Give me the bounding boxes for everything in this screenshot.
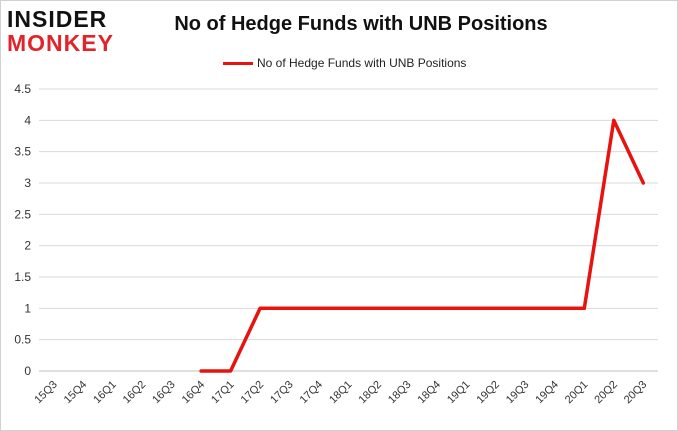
- x-tick-label: 17Q1: [209, 379, 237, 407]
- series-line-0: [199, 118, 646, 373]
- x-tick-label: 15Q4: [62, 379, 90, 407]
- y-tick-label: 3.5: [14, 145, 31, 159]
- x-tick-label: 16Q3: [150, 379, 178, 407]
- x-tick-label: 17Q3: [268, 379, 296, 407]
- logo-line-2: MONKEY: [7, 30, 114, 56]
- chart-title: No of Hedge Funds with UNB Positions: [174, 13, 548, 35]
- x-tick-label: 20Q3: [622, 379, 650, 407]
- x-tick-label: 18Q1: [327, 379, 355, 407]
- x-tick-label: 15Q3: [32, 379, 60, 407]
- insider-monkey-logo: INSIDER MONKEY: [7, 7, 129, 55]
- logo-line-1: INSIDER: [7, 6, 108, 32]
- x-tick-label: 18Q2: [357, 379, 385, 407]
- x-tick-label: 18Q4: [416, 379, 444, 407]
- y-tick-label: 0: [24, 364, 31, 378]
- y-tick-label: 2: [24, 239, 31, 253]
- y-tick-labels: 0 0.5 1 1.5 2 2.5 3 3.5 4 4.5: [14, 82, 31, 378]
- x-tick-label: 20Q1: [563, 379, 591, 407]
- x-tick-label: 17Q2: [239, 379, 267, 407]
- x-tick-label: 16Q1: [91, 379, 119, 407]
- x-tick-label: 19Q4: [533, 379, 561, 407]
- y-tick-label: 3: [24, 176, 31, 190]
- x-tick-label: 16Q2: [121, 379, 149, 407]
- x-tick-label: 19Q2: [474, 379, 502, 407]
- x-tick-label: 17Q4: [298, 379, 326, 407]
- x-tick-label: 19Q3: [504, 379, 532, 407]
- x-tick-label: 18Q3: [386, 379, 414, 407]
- x-tick-labels: 15Q3 15Q4 16Q1 16Q2 16Q3 16Q4 17Q1 17Q2 17Q3 17Q4…: [32, 379, 649, 407]
- y-tick-label: 1.5: [14, 270, 31, 284]
- series-lines: [199, 118, 646, 373]
- legend-label: No of Hedge Funds with UNB Positions: [257, 56, 467, 70]
- x-tick-label: 16Q4: [180, 379, 208, 407]
- x-tick-label: 19Q1: [445, 379, 473, 407]
- legend-swatch: [223, 61, 253, 65]
- y-tick-label: 4: [24, 113, 31, 127]
- x-tick-label: 20Q2: [592, 379, 620, 407]
- y-tick-label: 2.5: [14, 207, 31, 221]
- y-tick-label: 0.5: [14, 333, 31, 347]
- legend: No of Hedge Funds with UNB Positions: [223, 55, 466, 71]
- gridlines: [39, 88, 658, 341]
- y-tick-label: 4.5: [14, 82, 31, 96]
- y-tick-label: 1: [24, 301, 31, 315]
